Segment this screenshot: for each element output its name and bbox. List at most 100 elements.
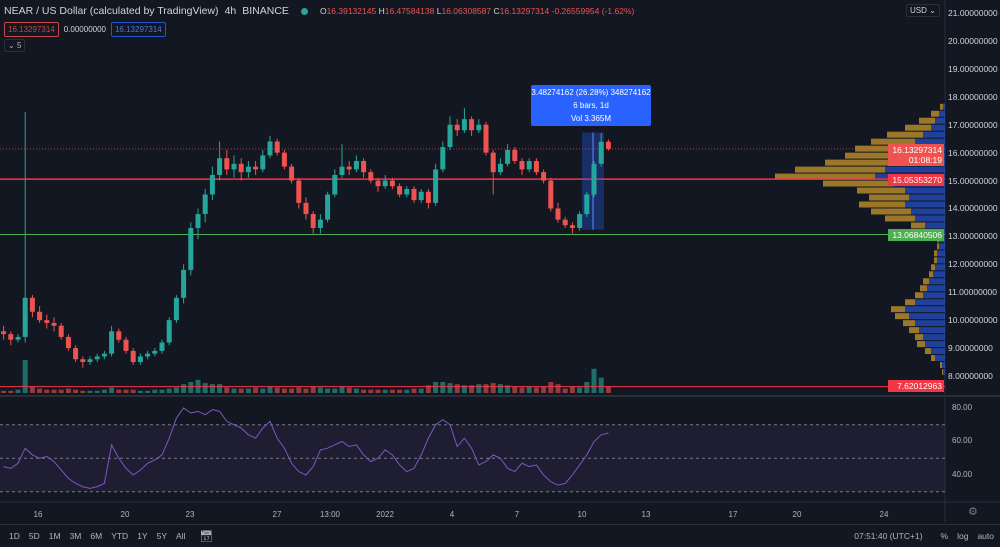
range-ytd[interactable]: YTD [111,531,129,541]
volume-bar [317,387,323,393]
candle-body [181,269,187,298]
volume-bar [461,385,467,393]
volume-bar [562,388,568,393]
volume-bar [58,389,64,393]
time-tick: 10 [577,510,587,519]
volume-bar [94,390,100,393]
candle-body [152,350,158,354]
symbol-title[interactable]: NEAR / US Dollar (calculated by TradingV… [4,5,219,17]
volume-profile-down-bar [925,222,945,229]
time-tick: 27 [272,510,282,519]
volume-bar [577,387,583,393]
candle-body [116,331,122,340]
symbol-legend: NEAR / US Dollar (calculated by TradingV… [4,5,634,17]
range-6m[interactable]: 6M [90,531,103,541]
indicators-toggle[interactable]: ⌄ 5 [4,39,26,52]
volume-bar [526,386,532,393]
volume-bar [382,389,388,393]
candle-body [166,320,172,343]
candle-body [44,320,50,323]
green-level-tag: 13.06840506 [888,229,944,241]
volume-bar [231,388,237,393]
candle-body [173,297,179,321]
sell-button[interactable]: 16.13297314 [4,22,59,37]
buy-button[interactable]: 16.13297314 [110,22,166,37]
volume-bar [310,386,316,393]
volume-bar [332,388,338,393]
volume-bar [483,384,489,393]
volume-profile-up-bar [940,103,943,110]
candle-body [310,214,316,229]
volume-profile-up-bar [823,180,893,187]
volume-bar [209,384,215,393]
range-5y[interactable]: 5Y [156,531,167,541]
price-tick: 9.00000000 [948,343,993,354]
volume-profile-up-bar [905,124,931,131]
red-level-tag: 15.05353270 [888,174,944,186]
volume-profile-up-bar [919,117,935,124]
range-all[interactable]: All [176,531,186,541]
volume-bar [346,387,352,393]
volume-bar [29,386,35,393]
volume-bar [584,382,590,393]
candle-body [389,180,395,187]
time-tick: 20 [120,510,130,519]
candle-body [202,194,208,215]
price-tick: 17.00000000 [948,119,998,130]
percent-toggle[interactable]: % [940,531,949,541]
candle-body [231,163,237,170]
volume-bar [569,386,575,393]
candle-body [562,219,568,226]
time-tick: 20 [792,510,802,519]
settings-gear-icon[interactable]: ⚙ [968,506,978,518]
price-tick: 12.00000000 [948,259,998,270]
volume-profile-down-bar [943,369,945,375]
volume-profile-up-bar [917,341,925,348]
volume-profile-up-bar [885,215,915,222]
volume-profile-down-bar [885,166,945,173]
time-tick: 16 [33,510,43,519]
candle-body [245,166,251,173]
auto-toggle[interactable]: auto [977,531,994,541]
currency-select[interactable]: USD ⌄ [906,4,940,17]
candle-body [188,228,194,270]
volume-bar [440,382,446,393]
volume-profile-down-bar [915,320,945,327]
candle-body [137,356,143,363]
bottom-level-tag: 7.62012963 [888,380,944,392]
range-5d[interactable]: 5D [28,531,40,541]
candle-body [65,336,71,349]
volume-profile-up-bar [895,313,909,320]
volume-profile-up-bar [923,278,929,285]
volume-bar [152,389,158,393]
range-3m[interactable]: 3M [69,531,82,541]
candle-body [123,339,129,351]
range-1y[interactable]: 1Y [137,531,148,541]
candle-body [51,322,57,326]
interval-label[interactable]: 4h [224,5,237,17]
bottom-toolbar: 1D 5D 1M 3M 6M YTD 1Y 5Y All 📅︎ 07:51:40… [0,524,1000,547]
volume-bar [267,386,273,393]
candle-body [94,356,100,360]
volume-bar [505,385,511,393]
log-toggle[interactable]: log [957,531,969,541]
volume-bar [447,383,453,393]
volume-bar [8,390,14,393]
clock-time[interactable]: 07:51:40 (UTC+1) [854,531,923,541]
rsi-tick: 60.00 [952,436,973,445]
calendar-goto-icon[interactable]: 📅︎ [199,530,214,543]
volume-profile-up-bar [931,110,939,117]
candle-body [454,124,460,131]
time-tick: 24 [879,510,889,519]
range-1d[interactable]: 1D [9,531,20,541]
volume-bar [361,389,367,393]
volume-bar [368,389,374,393]
volume-bar [238,388,244,393]
candle-body [361,161,367,173]
candle-body [526,161,532,170]
candle-body [469,119,475,131]
candle-body [382,180,388,187]
range-1m[interactable]: 1M [48,531,61,541]
volume-bar [418,388,424,393]
